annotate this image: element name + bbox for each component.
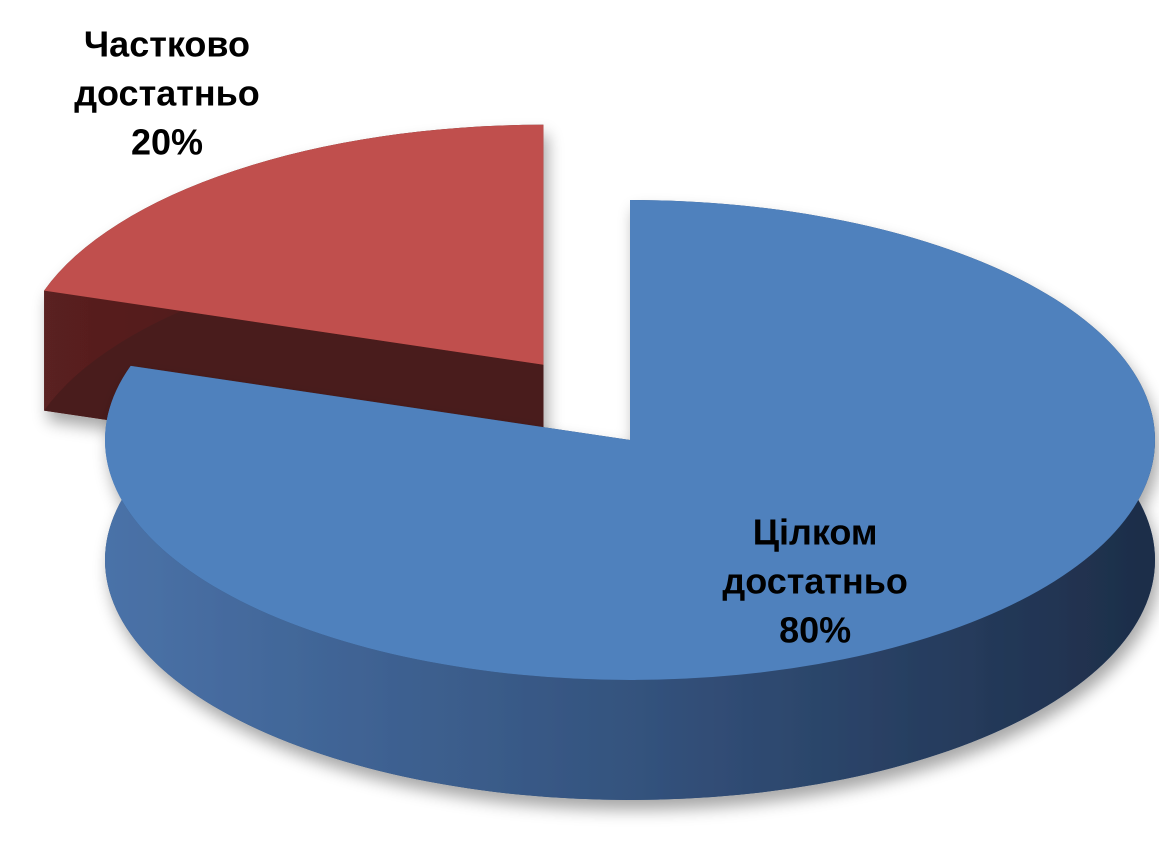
value-label: 20% [130,121,203,163]
category-label: Цілком достатньо [722,511,908,602]
data-label: Частково достатньо 20% [47,19,287,166]
slice-top [44,124,544,365]
slice [104,200,1156,801]
slice-top [104,200,1156,680]
category-label: Частково достатньо [74,23,260,114]
data-label: Цілком достатньо 80% [695,508,935,655]
value-label: 80% [779,609,852,651]
